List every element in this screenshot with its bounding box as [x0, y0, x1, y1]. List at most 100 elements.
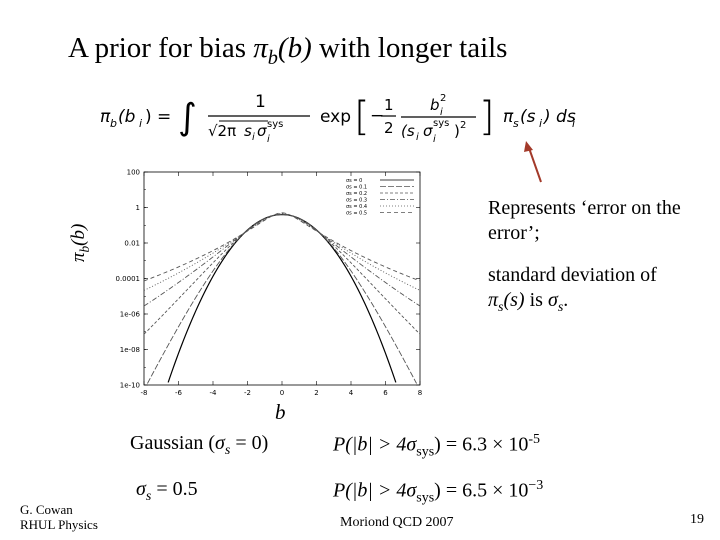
prior-curve — [143, 212, 421, 282]
y-axis-label-sub: b — [76, 245, 92, 253]
frac3-den-sigma-sup: sys — [433, 118, 449, 129]
y-tick-label: 1 — [136, 204, 140, 212]
x-tick-label: 6 — [383, 389, 388, 397]
footer-conference: Moriond QCD 2007 — [340, 515, 454, 530]
frac3-den-sigma: σ — [423, 122, 433, 140]
prior-curve — [167, 213, 397, 383]
row2-right-exp: −3 — [528, 478, 544, 493]
formula-rhs-ds-sub: i — [572, 117, 575, 130]
title-sub: b — [267, 46, 278, 69]
formula-bracket-right: ] — [479, 94, 495, 140]
x-tick-label: 8 — [418, 389, 422, 397]
prior-curve — [143, 212, 421, 291]
row1-right-sigma: σ — [406, 433, 417, 456]
frac3-den-s: (s — [401, 122, 415, 140]
y-tick-label: 0.01 — [124, 240, 140, 248]
formula-lhs-pi: π — [100, 107, 111, 127]
formula-lhs-arg: (b — [118, 107, 135, 127]
y-tick-label: 0.0001 — [116, 275, 141, 283]
page-number: 19 — [690, 512, 704, 527]
y-axis-label-symbol: π — [68, 252, 89, 262]
title-arg: (b) — [277, 32, 312, 64]
frac3-den-s-sub: i — [416, 132, 419, 143]
formula-integral: ∫ — [178, 97, 197, 138]
x-tick-label: -4 — [210, 389, 218, 397]
x-tick-label: 0 — [280, 389, 284, 397]
note2-sigma-sub: s — [557, 300, 564, 315]
frac1-sigma-sub: i — [267, 134, 270, 145]
long-tail-probability: P(|b| > 4σsys) = 6.5 × 10−3 — [333, 478, 543, 507]
x-tick-label: -6 — [175, 389, 183, 397]
frac1-s: s — [244, 122, 252, 140]
row2-left-sub: s — [145, 489, 152, 504]
x-tick-label: 4 — [349, 389, 354, 397]
title-symbol: π — [253, 32, 268, 64]
prior-curve — [143, 213, 421, 307]
note-error-on-error: Represents ‘error on the error’; — [488, 197, 681, 244]
gaussian-probability: P(|b| > 4σsys) = 6.3 × 10-5 — [333, 432, 540, 461]
frac3-den-close: ) — [454, 122, 460, 140]
formula-bracket-left: [ — [354, 94, 370, 140]
x-tick-label: -8 — [141, 389, 148, 397]
frac2-numerator: 1 — [384, 96, 394, 114]
title-text: A prior for bias — [68, 32, 254, 64]
note2-text: standard deviation of — [488, 264, 657, 286]
prior-plot: 100 1 0.01 0.0001 1e-06 1e-08 1e-10 -8 -6 -4 -2 0 2… — [116, 169, 423, 398]
frac1-sigma: σ — [257, 122, 267, 140]
legend-label: σs = 0 — [346, 178, 362, 184]
slide-title: A prior for bias πb(b) with longer tails — [68, 32, 507, 70]
row1-left-sub: s — [224, 443, 231, 458]
frac1-sqrt: √2π — [208, 122, 236, 140]
y-tick-label: 1e-06 — [120, 311, 141, 319]
x-tick-label: -2 — [244, 389, 251, 397]
row1-left-end: = 0) — [230, 432, 269, 454]
y-tick-label: 100 — [127, 169, 140, 177]
frac3-den-sigma-sub: i — [433, 134, 436, 145]
formula-lhs-arg-sub: i — [139, 117, 142, 130]
frac1-sigma-sup: sys — [267, 119, 283, 130]
row1-right-sub: sys — [416, 444, 435, 460]
y-axis-label-arg: (b) — [68, 223, 89, 246]
formula-rhs-pi: π — [503, 107, 514, 127]
formula-lhs-sub: b — [110, 117, 117, 130]
row1-right-value: ) = 6.3 × 10 — [434, 433, 529, 456]
y-tick-label: 1e-10 — [120, 382, 140, 390]
note2-is: is — [524, 289, 548, 311]
frac3-b: b — [430, 96, 440, 114]
legend-label: σs = 0.2 — [346, 191, 367, 197]
x-tick-label: 2 — [314, 389, 318, 397]
frac1-numerator: 1 — [255, 92, 266, 112]
prior-formula: π b (b i ) = ∫ 1 √2π s i σ sys i exp [ −… — [100, 92, 576, 145]
formula-rhs-arg-sub: i — [539, 117, 542, 130]
frac3-b-sub: i — [440, 107, 443, 118]
frac2-denominator: 2 — [384, 119, 394, 137]
note2-sub: s — [498, 300, 504, 315]
prior-curve — [147, 214, 417, 384]
y-tick-label: 1e-08 — [120, 346, 140, 354]
footer-author-block: G. Cowan RHUL Physics — [20, 502, 98, 532]
y-axis-label: πb(b) — [68, 224, 93, 262]
frac3-b-sup: 2 — [440, 93, 446, 104]
title-rest: with longer tails — [311, 32, 508, 64]
row1-right-text: P(|b| > 4 — [333, 433, 407, 456]
legend-label: σs = 0.5 — [346, 211, 367, 217]
row2-right-sub: sys — [416, 490, 435, 506]
legend-label: σs = 0.1 — [346, 185, 367, 191]
sigma-s-label: σs = 0.5 — [136, 478, 198, 505]
formula-rhs-sub: s — [513, 117, 519, 130]
note2-pi: π — [488, 289, 499, 311]
row1-left-text: Gaussian ( — [130, 432, 215, 454]
row2-left-sigma: σ — [136, 478, 146, 500]
formula-rhs-arg: (s — [520, 107, 536, 127]
footer-author: G. Cowan — [20, 502, 73, 517]
frac1-s-sub: i — [252, 132, 255, 143]
prior-curve — [143, 213, 421, 335]
note2-sigma: σ — [547, 289, 558, 311]
legend-label: σs = 0.4 — [346, 204, 367, 210]
row2-right-value: ) = 6.5 × 10 — [434, 479, 529, 502]
row2-right-text: P(|b| > 4 — [333, 479, 407, 502]
frac3-den-sup: 2 — [460, 120, 466, 131]
plot-frame — [143, 171, 421, 386]
formula-rhs-close: ) ds — [542, 107, 576, 127]
gaussian-label: Gaussian (σs = 0) — [130, 432, 268, 459]
